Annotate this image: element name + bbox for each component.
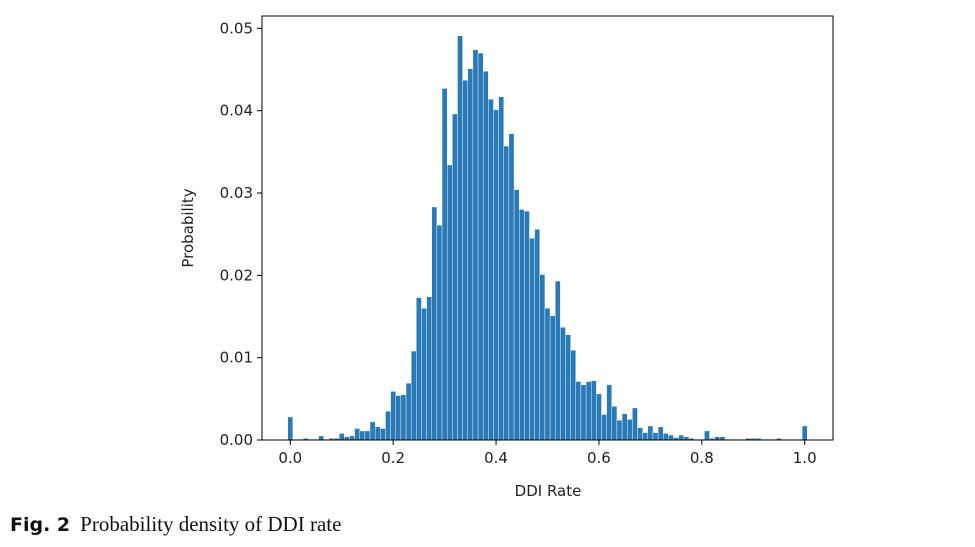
histogram-bar — [642, 432, 649, 441]
x-tick-label: 0.0 — [278, 449, 302, 467]
histogram-bar — [349, 435, 355, 441]
y-axis-ticks: 0.00 0.01 0.02 0.03 0.04 0.05 — [220, 19, 262, 449]
histogram-bar — [431, 206, 438, 441]
histogram-bar — [467, 68, 474, 441]
histogram-bar — [539, 274, 546, 441]
histogram-bar — [374, 426, 381, 441]
figure-number: Fig. 2 — [10, 514, 71, 536]
histogram-bar — [549, 315, 556, 441]
x-tick-label: 1.0 — [793, 449, 817, 467]
y-tick-label: 0.02 — [220, 266, 253, 284]
histogram-bar — [483, 70, 489, 441]
plot-frame — [261, 15, 834, 441]
histogram-bar — [627, 419, 633, 441]
y-tick-label: 0.00 — [220, 431, 253, 449]
y-axis-label: Probability — [179, 188, 197, 267]
histogram-bar — [400, 394, 407, 441]
x-tick-label: 0.4 — [484, 449, 508, 467]
histogram-bar — [678, 434, 685, 441]
histogram-bar — [318, 435, 324, 441]
histogram-bar — [493, 109, 499, 441]
histogram-bar — [390, 391, 396, 441]
histogram-bar — [606, 384, 612, 441]
histogram-bar — [421, 308, 427, 441]
histogram-bar — [488, 98, 494, 441]
histogram-bar — [354, 428, 360, 441]
x-tick-label: 0.2 — [381, 449, 405, 467]
histogram-bar — [452, 113, 458, 441]
histogram-bar — [704, 430, 710, 441]
histogram-bar — [426, 296, 432, 441]
histogram-bar — [570, 350, 576, 441]
histogram-bar — [395, 395, 402, 441]
histogram-bar — [385, 410, 391, 441]
figure-caption-text: Probability density of DDI rate — [80, 512, 342, 536]
histogram-bar — [555, 280, 561, 441]
histogram-bar — [338, 433, 345, 441]
histogram-bar — [580, 384, 587, 441]
histogram-bar — [565, 334, 571, 441]
histogram-bar — [498, 96, 504, 441]
y-tick-label: 0.01 — [220, 349, 253, 367]
y-tick-label: 0.04 — [220, 102, 253, 120]
histogram-bar — [596, 393, 602, 441]
histogram-bar — [519, 209, 525, 441]
histogram-bar — [508, 133, 515, 441]
histogram-bar — [534, 229, 540, 441]
x-axis-ticks: 0.0 0.2 0.4 0.6 0.8 1.0 — [278, 440, 817, 467]
histogram-bar — [524, 210, 530, 441]
histogram-bar — [369, 421, 376, 441]
histogram-bar — [472, 49, 479, 441]
histogram-bar — [663, 433, 669, 441]
x-tick-label: 0.6 — [587, 449, 611, 467]
histogram-bar — [668, 434, 674, 441]
histogram-bar — [364, 430, 371, 441]
histogram-bar — [380, 428, 386, 441]
histogram-bar — [405, 382, 412, 441]
histogram-bars — [287, 35, 808, 441]
histogram-bar — [560, 327, 566, 441]
histogram-bar — [436, 224, 443, 441]
histogram-bar — [585, 381, 592, 441]
histogram-bar — [591, 380, 597, 441]
histogram-bar — [410, 350, 417, 441]
x-tick-label: 0.8 — [690, 449, 714, 467]
histogram-bar — [359, 430, 366, 441]
histogram-bar — [575, 381, 582, 441]
histogram-bar — [657, 426, 664, 441]
x-axis-label: DDI Rate — [515, 482, 582, 500]
histogram-bar — [462, 80, 468, 441]
histogram-bar — [611, 406, 618, 441]
histogram-bar — [621, 413, 628, 441]
y-tick-label: 0.03 — [220, 184, 253, 202]
figure-caption: Fig. 2 Probability density of DDI rate — [10, 512, 341, 537]
histogram-bar — [632, 407, 638, 441]
y-tick-label: 0.05 — [220, 19, 253, 37]
histogram-bar — [287, 416, 294, 441]
histogram-bar — [801, 425, 808, 441]
histogram-bar — [477, 52, 484, 441]
histogram-bar — [637, 427, 643, 441]
histogram-bar — [441, 88, 448, 441]
histogram-bar — [416, 297, 422, 441]
histogram-bar — [446, 164, 453, 441]
histogram-chart: 0.0 0.2 0.4 0.6 0.8 1.0 0.000.010.020.030.040… — [179, 15, 834, 500]
histogram-bar — [513, 189, 520, 441]
histogram-bar — [616, 420, 623, 441]
histogram-bar — [529, 238, 535, 441]
histogram-bar — [652, 432, 659, 441]
histogram-bar — [457, 35, 463, 441]
histogram-bar — [601, 414, 607, 441]
histogram-bar — [503, 145, 510, 441]
histogram-bar — [544, 308, 551, 441]
histogram-bar — [647, 425, 654, 441]
